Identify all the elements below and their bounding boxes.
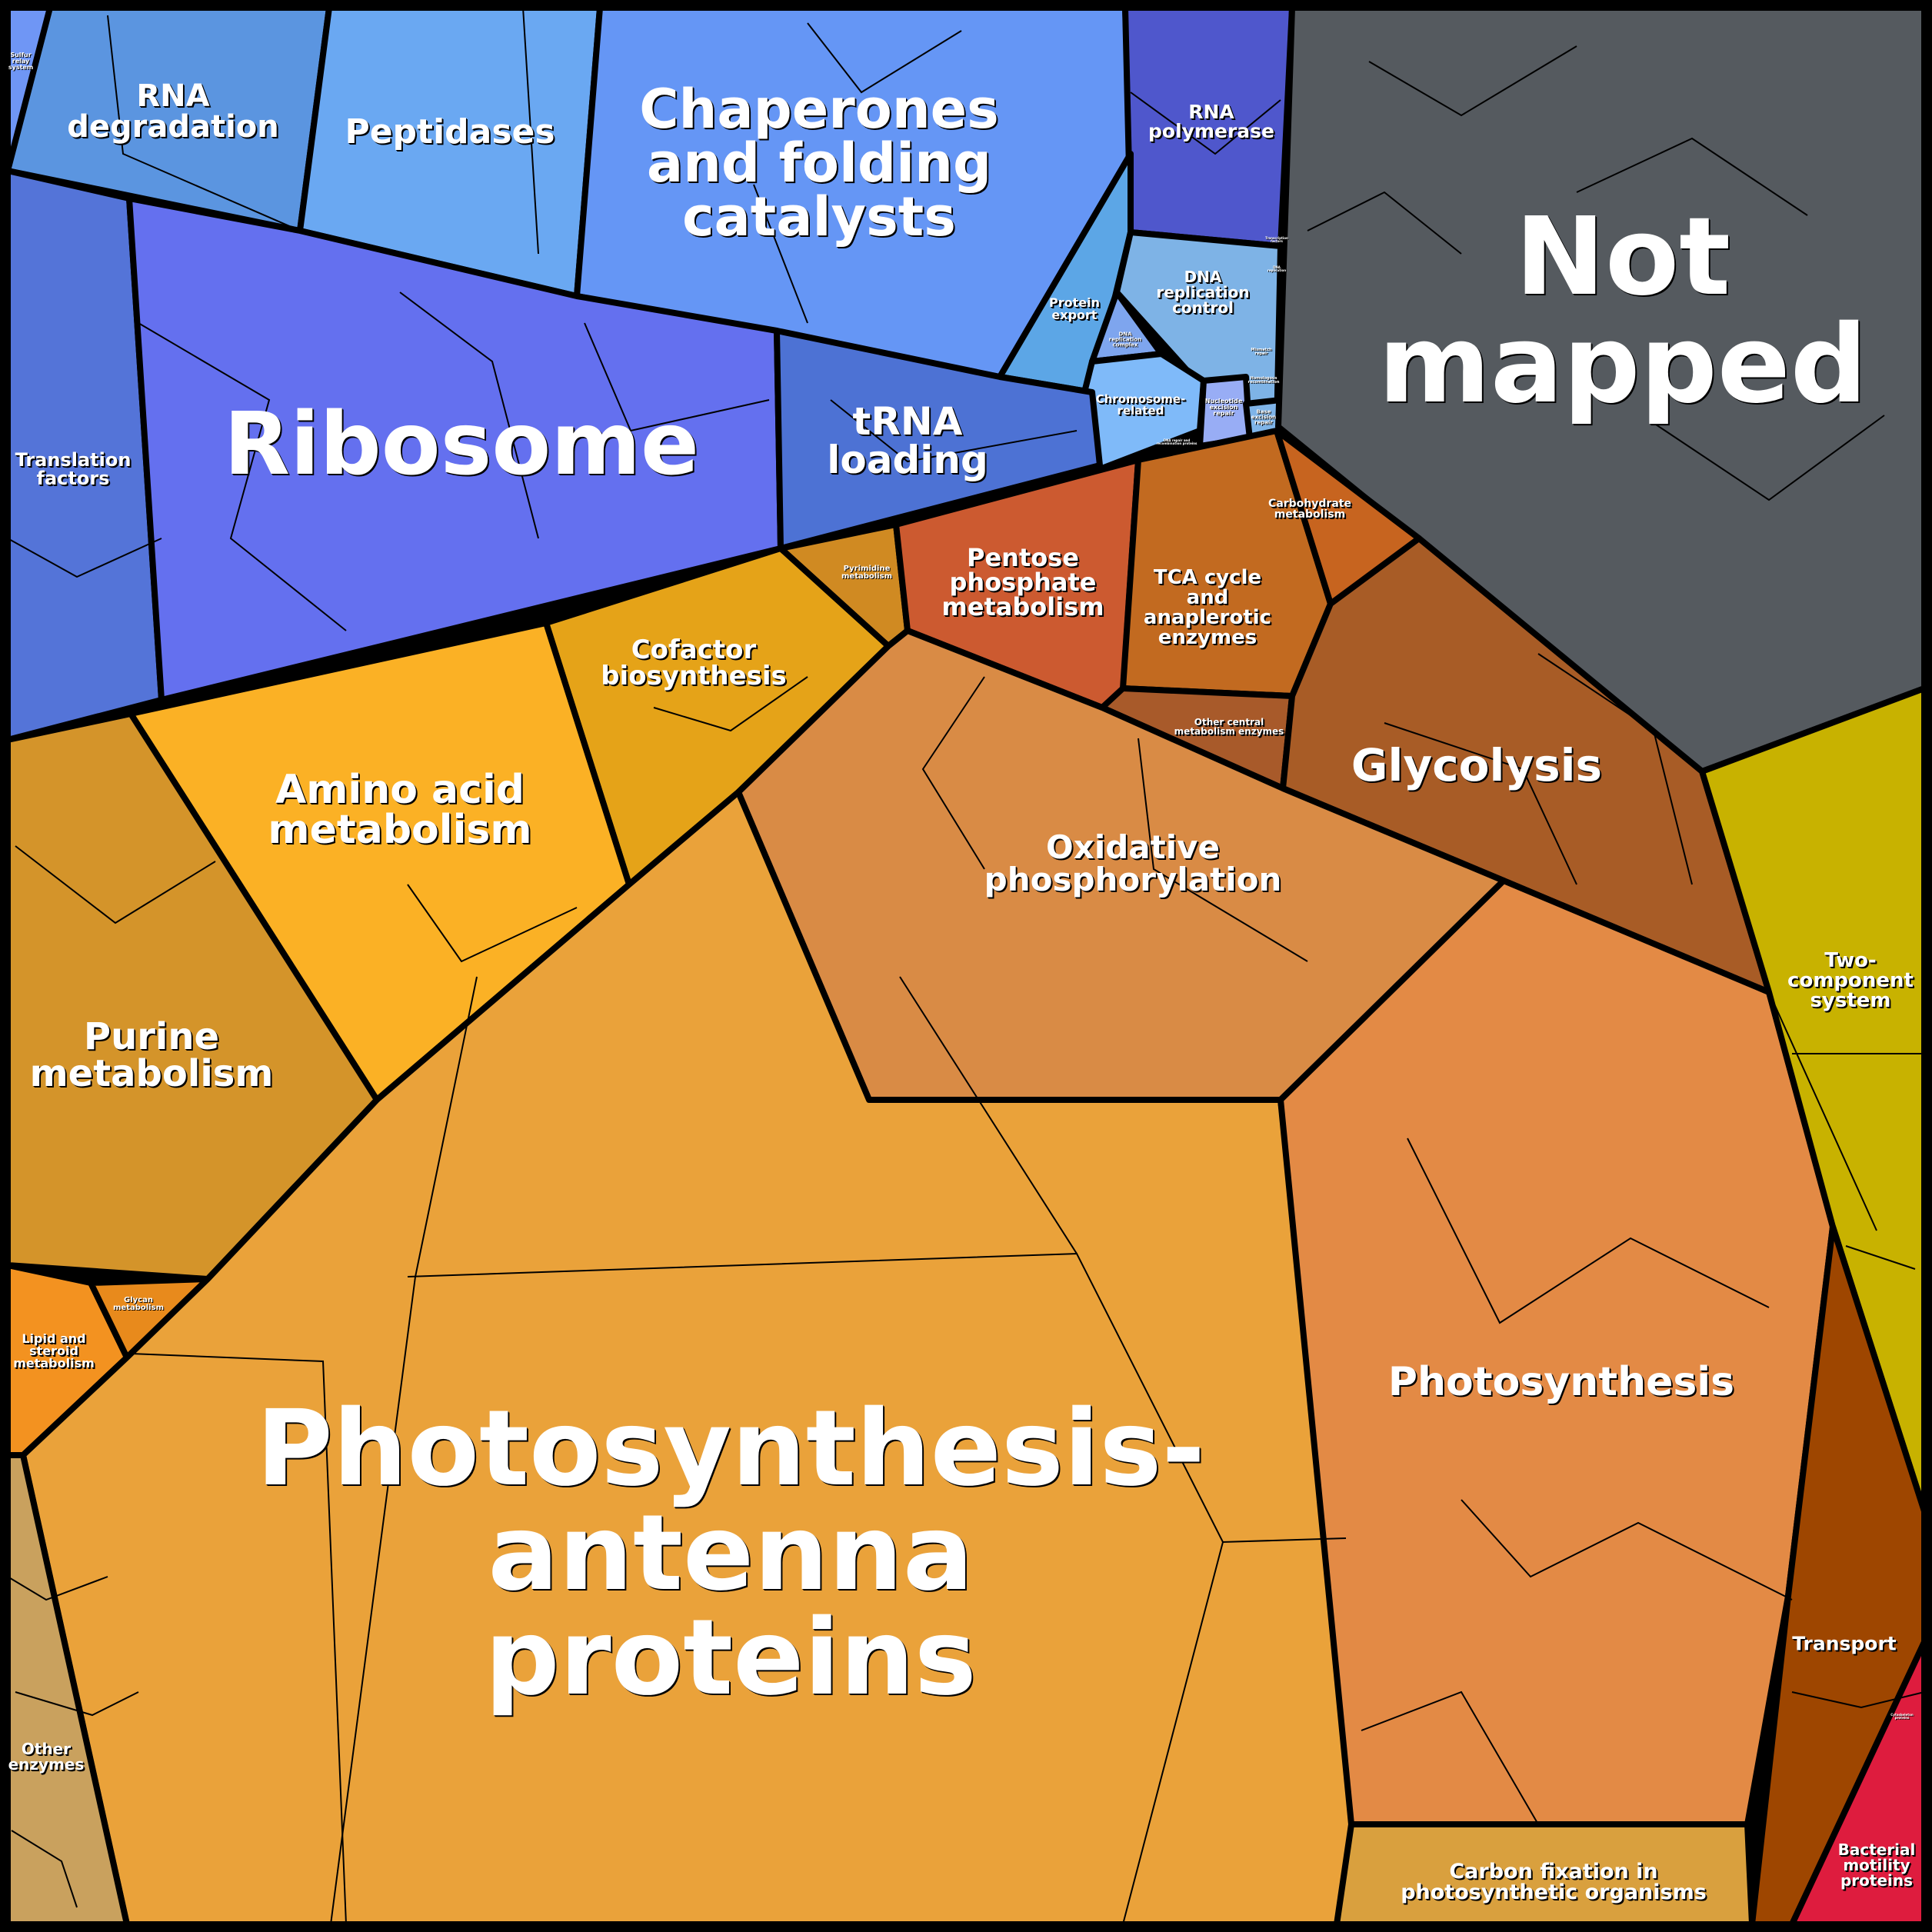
label-pentose-phosphate: Pentose phosphate metabolism xyxy=(941,543,1104,621)
label-rna-degradation: RNA degradation xyxy=(67,78,279,145)
label-nucleotide-excision-repair: Nucleotide excision repair xyxy=(1204,398,1243,417)
label-glycan: Glycan metabolism xyxy=(113,1296,164,1312)
label-purine: Purine metabolism xyxy=(29,1015,274,1095)
cell-sulfur-relay[interactable] xyxy=(5,5,53,174)
cell-bacterial-motility[interactable] xyxy=(1789,1639,1927,1927)
label-other-central: Other central metabolism enzymes xyxy=(1174,717,1284,737)
label-dna-replication-complex: DNA replication complex xyxy=(1108,331,1142,348)
label-sulfur-relay: Sulfur relay system xyxy=(8,52,34,71)
label-dna-repair-recombination: DNA repair and recombination proteins xyxy=(1156,438,1198,445)
cell-trna-loading[interactable] xyxy=(774,328,1103,551)
label-mismatch-repair: Mismatch repair xyxy=(1251,348,1272,356)
label-transcription-factors: Transcription factors xyxy=(1265,236,1288,243)
label-translation-factors: Translation factors xyxy=(15,449,132,489)
label-chaperones: Chaperones and folding catalysts xyxy=(639,78,999,248)
label-dna-replication: DNA replication xyxy=(1267,265,1287,272)
subcell-lines xyxy=(7,7,1925,1925)
label-carbohydrate-metabolism: Carbohydrate metabolism xyxy=(1268,498,1351,521)
label-carbon-fixation: Carbon fixation in photosynthetic organi… xyxy=(1401,1860,1707,1904)
label-ribosome: Ribosome xyxy=(223,395,700,495)
label-base-excision-repair: Base excision repair xyxy=(1251,408,1277,426)
label-photosynthesis: Photosynthesis xyxy=(1387,1359,1735,1405)
label-oxidative-phosphorylation: Oxidative phosphorylation xyxy=(984,828,1282,898)
cell-other-enzymes[interactable] xyxy=(5,1452,130,1927)
cell-photosynthesis[interactable] xyxy=(1277,878,1836,1827)
label-cofactor-biosynthesis: Cofactor biosynthesis xyxy=(601,635,787,691)
label-chromosome-related: Chromosome- related xyxy=(1095,392,1186,418)
label-other-enzymes: Other enzymes xyxy=(8,1740,85,1774)
label-protein-export: Protein export xyxy=(1049,295,1100,322)
label-pyrimidine: Pyrimidine metabolism xyxy=(841,565,892,581)
label-homologous-recombination: Homologous recombination xyxy=(1247,376,1280,385)
label-transport: Transport xyxy=(1792,1632,1897,1655)
label-lipid-steroid: Lipid and steroid metabolism xyxy=(13,1331,95,1371)
label-peptidases: Peptidases xyxy=(345,112,555,152)
label-rna-polymerase: RNA polymerase xyxy=(1148,101,1274,142)
label-trna-loading: tRNA loading xyxy=(827,399,988,482)
label-cytoskeleton: Cytoskeleton proteins xyxy=(1890,1713,1914,1720)
label-tca-cycle: TCA cycle and anaplerotic enzymes xyxy=(1143,566,1272,649)
label-bacterial-motility: Bacterial motility proteins xyxy=(1837,1840,1916,1890)
label-amino-acid: Amino acid metabolism xyxy=(268,767,532,853)
label-glycolysis: Glycolysis xyxy=(1351,739,1603,791)
label-two-component: Two- component system xyxy=(1787,949,1914,1012)
label-dna-replication-control: DNA replication control xyxy=(1156,268,1250,317)
label-not-mapped: Not mapped xyxy=(1378,195,1867,428)
label-photosynthesis-antenna: Photosynthesis- antenna proteins xyxy=(256,1388,1205,1719)
